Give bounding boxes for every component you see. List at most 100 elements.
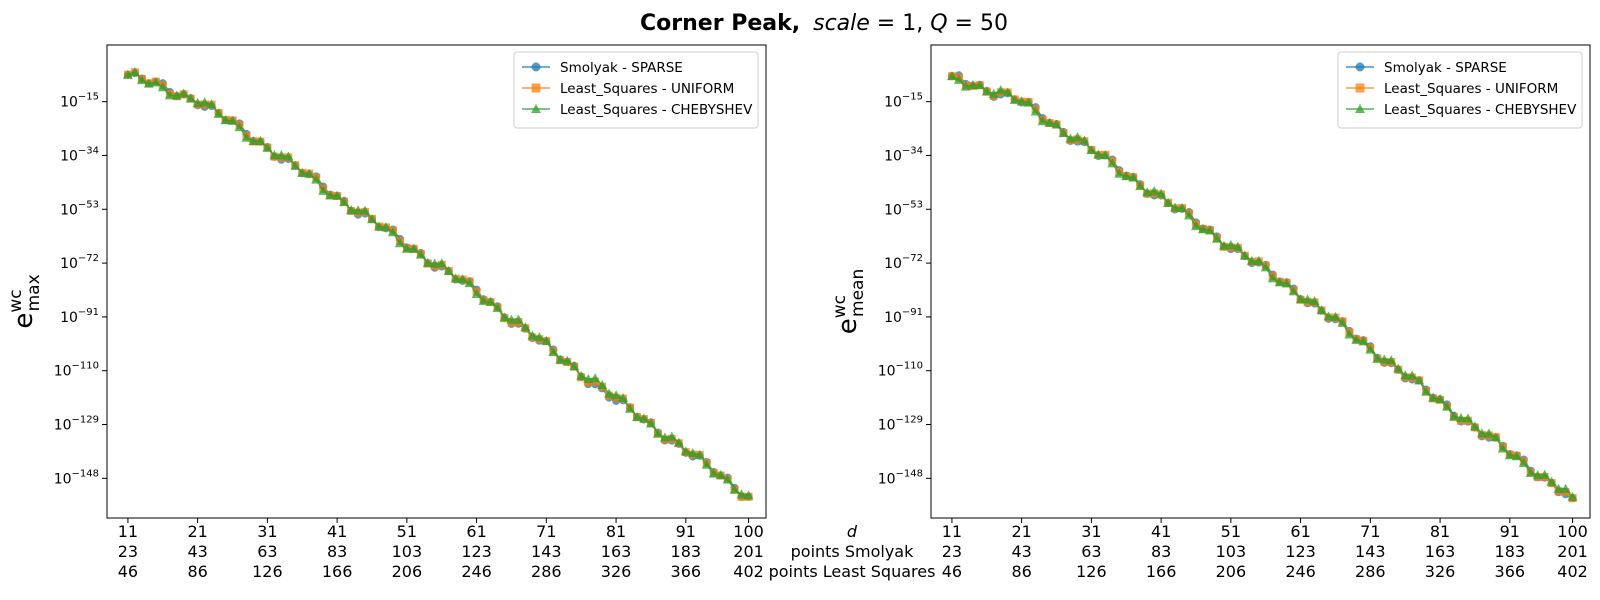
data-point: [1121, 171, 1132, 181]
data-point: [1414, 375, 1425, 385]
data-point: [1351, 334, 1362, 344]
data-point: [1163, 197, 1174, 207]
x-tick-label: 366: [671, 562, 702, 581]
data-point: [450, 273, 461, 283]
x-tick-label: 46: [942, 562, 962, 581]
x-tick-label: 31: [257, 522, 277, 541]
legend-marker: [531, 83, 541, 93]
x-tick-label: 71: [1360, 522, 1380, 541]
x-tick-label: 91: [1500, 522, 1520, 541]
data-point: [332, 190, 343, 200]
data-point: [1274, 277, 1285, 287]
data-point: [353, 205, 364, 215]
data-point: [1476, 428, 1487, 438]
x-tick-label: 83: [327, 542, 347, 561]
y-tick-label: 10−148: [878, 468, 923, 487]
x-tick-label: 100: [733, 522, 764, 541]
data-point: [708, 468, 719, 478]
plot-frame: [930, 44, 1591, 519]
data-point: [1553, 483, 1564, 493]
data-point: [1358, 336, 1369, 346]
data-point: [701, 459, 712, 469]
data-point: [1442, 401, 1453, 411]
y-tick-label: 10−72: [60, 253, 99, 272]
x-tick-label: 51: [397, 522, 417, 541]
data-point: [576, 371, 587, 381]
data-point: [492, 302, 503, 312]
data-point: [569, 361, 580, 371]
data-point: [541, 335, 552, 345]
data-point: [1190, 221, 1201, 231]
x-tick-label: 163: [601, 542, 632, 561]
x-tick-label: 183: [671, 542, 702, 561]
data-point: [1197, 224, 1208, 234]
data-point: [513, 314, 524, 324]
y-tick-label: 10−91: [60, 307, 99, 326]
x-tick-label: 123: [1285, 542, 1316, 561]
data-point: [1532, 470, 1543, 480]
figure-title: Corner Peak, scale = 1, Q = 50: [640, 11, 1008, 36]
data-point: [736, 489, 747, 499]
data-point: [192, 98, 203, 108]
x-tick-label: 286: [531, 562, 562, 581]
data-point: [1079, 135, 1090, 145]
x-tick-label: 11: [118, 522, 138, 541]
x-tick-label: 81: [1430, 522, 1450, 541]
legend-marker: [1355, 83, 1365, 93]
y-tick-label: 10−34: [60, 145, 99, 164]
x-tick-label: 163: [1425, 542, 1456, 561]
data-point: [380, 222, 391, 232]
data-point: [1093, 149, 1104, 159]
xlabel-points-least-squares: points Least Squares: [769, 562, 936, 581]
data-point: [1337, 317, 1348, 327]
data-point: [401, 243, 412, 253]
data-point: [408, 243, 419, 253]
y-tick-label: 10−15: [884, 92, 923, 111]
data-point: [715, 470, 726, 480]
x-tick-label: 143: [531, 542, 562, 561]
data-point: [583, 373, 594, 383]
data-point: [1428, 392, 1439, 402]
xlabel-points-smolyak: points Smolyak: [791, 542, 914, 561]
x-tick-label: 41: [1151, 522, 1171, 541]
x-tick-label: 63: [1081, 542, 1101, 561]
data-point: [1204, 225, 1215, 235]
data-point: [1023, 97, 1034, 107]
data-point: [1421, 386, 1432, 396]
y-tick-label: 10−15: [60, 92, 99, 111]
x-tick-label: 51: [1221, 522, 1241, 541]
data-point: [269, 150, 280, 160]
x-tick-label: 11: [942, 522, 962, 541]
x-tick-label: 61: [466, 522, 486, 541]
x-tick-label: 43: [187, 542, 207, 561]
data-point: [1525, 467, 1536, 477]
data-point: [304, 168, 315, 178]
data-point: [1086, 145, 1097, 155]
x-tick-label: 126: [252, 562, 283, 581]
data-point: [415, 249, 426, 259]
x-tick-label: 206: [1216, 562, 1247, 581]
data-point: [318, 185, 329, 195]
data-point: [1044, 117, 1055, 127]
data-point: [1372, 353, 1383, 363]
data-point: [1295, 294, 1306, 304]
data-point: [694, 449, 705, 459]
x-tick-label: 46: [118, 562, 138, 581]
data-point: [1107, 158, 1118, 168]
data-point: [1177, 203, 1188, 213]
data-point: [1393, 363, 1404, 373]
y-tick-label: 10−34: [884, 145, 923, 164]
data-point: [1149, 186, 1160, 196]
data-point: [1407, 370, 1418, 380]
legend-label: Smolyak - SPARSE: [560, 60, 683, 76]
x-tick-label: 402: [1557, 562, 1588, 581]
legend-marker: [531, 104, 541, 113]
y-tick-label: 10−110: [878, 361, 923, 380]
data-point: [1142, 187, 1153, 197]
data-point: [666, 431, 677, 441]
data-point: [1114, 168, 1125, 178]
legend-label: Least_Squares - CHEBYSHEV: [1384, 102, 1577, 118]
chart-panel-mean: 10−15 10−34 10−53 10−72 10−91 10−110 10−129 10−…: [830, 44, 1591, 581]
x-tick-label: 123: [461, 542, 492, 561]
data-point: [1455, 413, 1466, 423]
